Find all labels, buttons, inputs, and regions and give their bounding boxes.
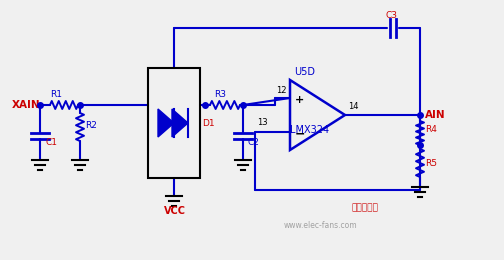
Text: D1: D1 [202,119,215,127]
Text: C1: C1 [45,138,57,147]
Text: −: − [295,127,305,140]
Text: LMX324: LMX324 [290,125,330,135]
Text: 13: 13 [257,118,268,127]
Text: R1: R1 [50,90,62,99]
Bar [148,68,200,178]
Text: R2: R2 [85,120,97,129]
Text: +: + [295,95,304,105]
Text: XAIN: XAIN [12,100,41,110]
Text: C2: C2 [248,138,260,147]
Text: AIN: AIN [425,110,446,120]
Text: R3: R3 [214,90,226,99]
Text: U5D: U5D [294,67,316,77]
Text: 14: 14 [348,102,358,111]
Polygon shape [172,109,188,137]
Text: R5: R5 [425,159,437,167]
Text: C3: C3 [385,11,397,20]
Text: 12: 12 [276,86,286,95]
Text: R4: R4 [425,125,437,133]
Text: 电子发烧友: 电子发烧友 [352,203,379,212]
Text: VCC: VCC [164,206,186,216]
Text: www.elec-fans.com: www.elec-fans.com [283,221,357,230]
Polygon shape [158,109,174,137]
